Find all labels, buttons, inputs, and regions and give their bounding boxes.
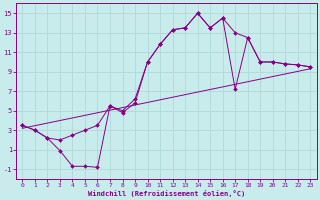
X-axis label: Windchill (Refroidissement éolien,°C): Windchill (Refroidissement éolien,°C) (88, 190, 245, 197)
